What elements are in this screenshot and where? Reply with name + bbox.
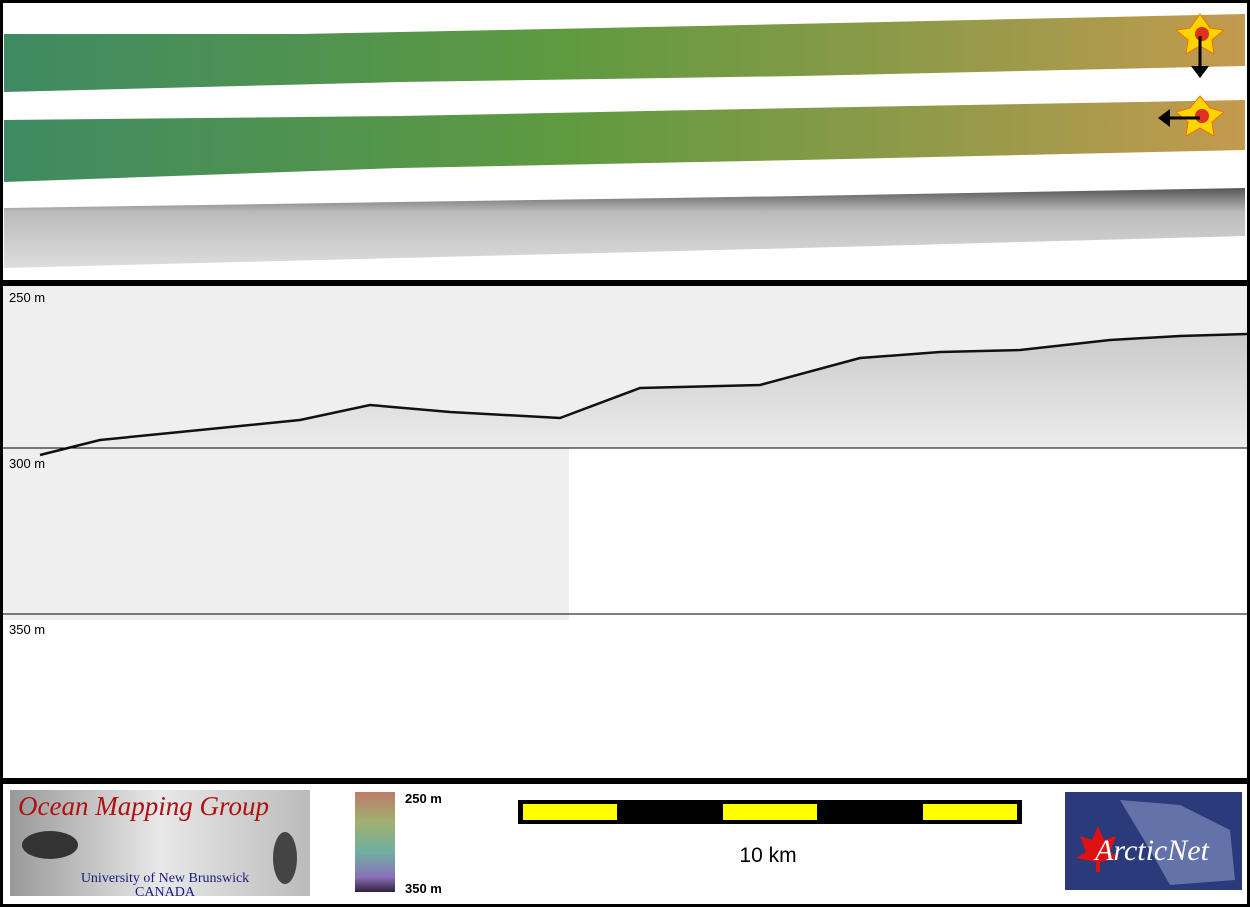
bathymetry-swath <box>4 14 1245 92</box>
maple-leaf <box>1076 826 1120 872</box>
illumination-arrow <box>1191 66 1209 78</box>
seabed-reflector <box>39 332 1248 457</box>
bathymetry-swath <box>4 100 1245 182</box>
sun-icon <box>1195 27 1209 41</box>
colorbar <box>355 792 395 892</box>
arcticnet-title: ArcticNet <box>1093 834 1210 867</box>
sun-icon <box>1195 109 1209 123</box>
depth-label: 250 m <box>9 290 45 305</box>
profile-water <box>3 448 569 620</box>
omg-logo <box>22 831 78 859</box>
scale-bar-segment <box>723 804 817 820</box>
scale-bar-segment <box>923 804 1017 820</box>
arcticnet-logo <box>1120 800 1235 885</box>
colorbar-label: 350 m <box>405 881 442 896</box>
omg-logo <box>273 832 297 884</box>
depth-label: 300 m <box>9 456 45 471</box>
omg-title: Ocean Mapping Group <box>18 791 269 821</box>
scale-bar-segment <box>523 804 617 820</box>
sidescan-swath <box>4 188 1245 268</box>
scale-bar-label: 10 km <box>739 844 796 867</box>
depth-label: 350 m <box>9 622 45 637</box>
colorbar-label: 250 m <box>405 791 442 806</box>
omg-university: University of New Brunswick <box>81 871 249 886</box>
omg-country: CANADA <box>135 885 196 900</box>
illumination-arrow <box>1158 109 1170 127</box>
subbottom-echo <box>40 334 1247 455</box>
